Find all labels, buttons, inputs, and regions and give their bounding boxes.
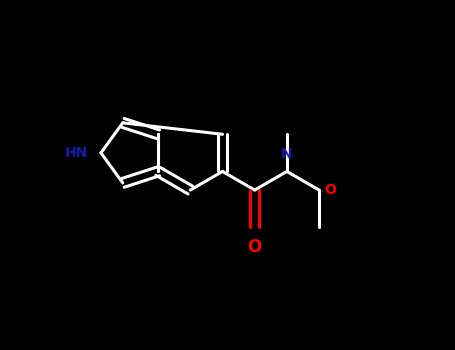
Text: O: O xyxy=(248,238,262,256)
Text: N: N xyxy=(281,147,293,161)
Text: O: O xyxy=(324,183,336,197)
Text: HN: HN xyxy=(65,146,88,160)
